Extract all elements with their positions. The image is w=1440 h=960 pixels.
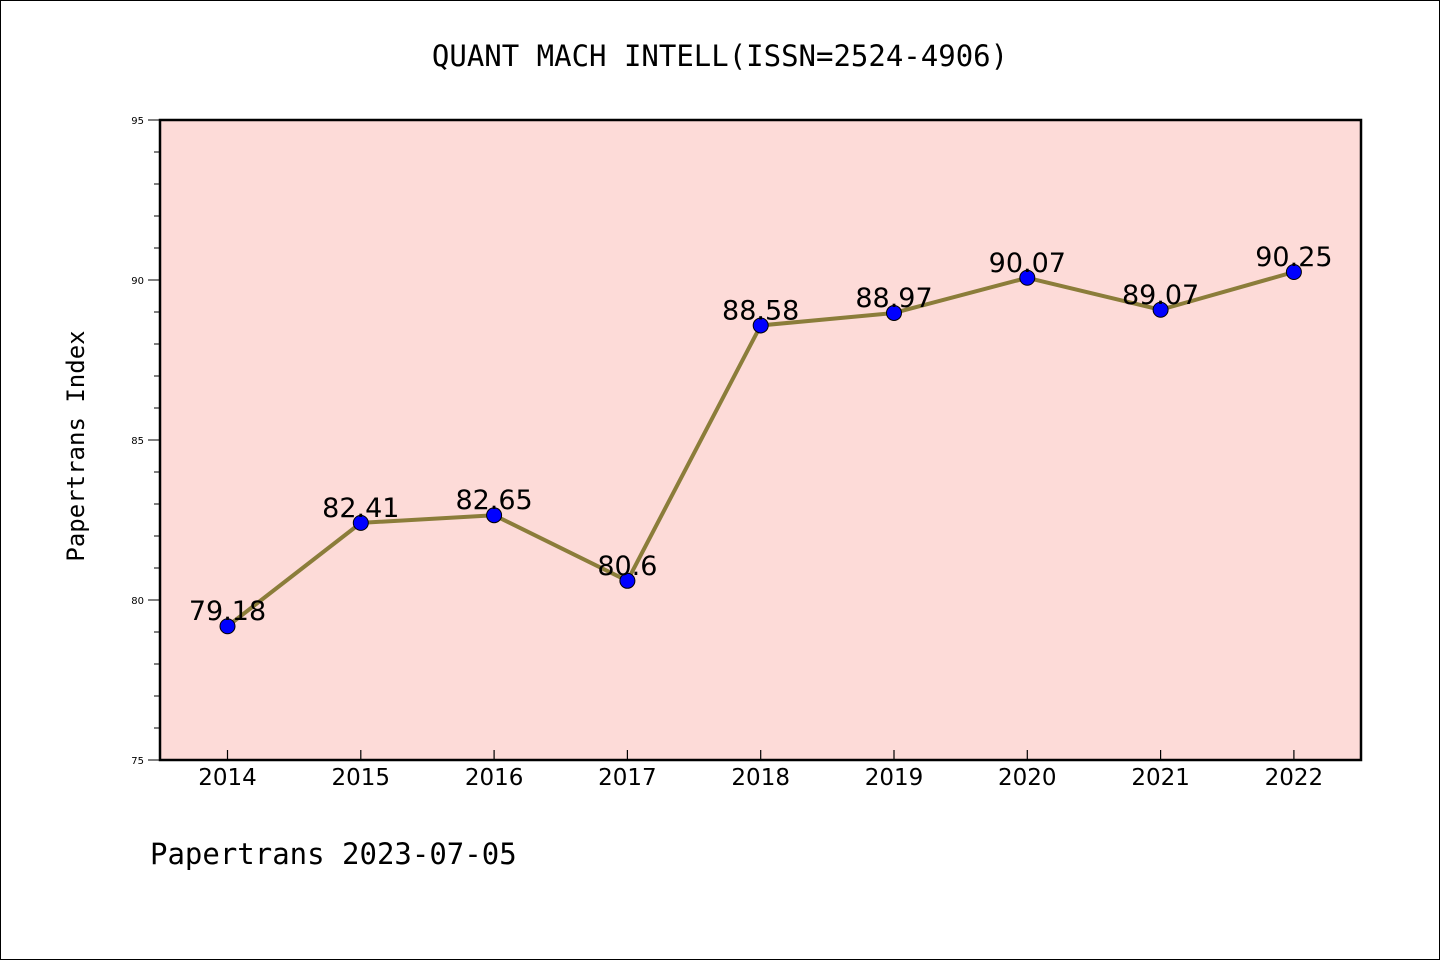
data-label: 89.07 [1122, 280, 1199, 311]
data-point [352, 514, 369, 531]
data-point [1152, 301, 1169, 318]
x-tick-label: 2022 [1265, 765, 1324, 791]
y-tick-label: 90 [131, 276, 144, 287]
data-label: 88.58 [722, 295, 799, 326]
data-point [1019, 269, 1036, 286]
data-point [619, 572, 636, 589]
plot-border [158, 118, 1363, 762]
x-tick-label: 2014 [198, 765, 257, 791]
y-tick-label: 75 [131, 756, 144, 767]
data-point [1285, 264, 1302, 280]
x-tick-label: 2018 [731, 765, 790, 791]
x-tick-label: 2016 [465, 765, 524, 791]
data-label: 80.6 [597, 551, 657, 582]
data-label: 82.65 [455, 485, 532, 516]
data-point [752, 317, 769, 334]
data-label: 79.18 [189, 596, 266, 627]
plot-area [160, 120, 1361, 760]
y-tick-label: 95 [131, 116, 144, 127]
data-label: 90.07 [989, 248, 1066, 279]
data-label: 90.25 [1255, 242, 1332, 273]
x-tick-label: 2020 [998, 765, 1057, 791]
chart-title: QUANT MACH INTELL(ISSN=2524-4906) [432, 39, 1008, 73]
data-label: 82.41 [322, 493, 399, 524]
data-point [486, 507, 503, 524]
y-axis-label: Papertrans Index [62, 330, 90, 561]
x-tick-label: 2015 [332, 765, 391, 791]
x-tick-label: 2019 [865, 765, 924, 791]
data-point [886, 304, 902, 321]
x-tick-label: 2017 [598, 765, 657, 791]
y-tick-label: 80 [131, 596, 144, 607]
footer-caption: Papertrans 2023-07-05 [150, 837, 517, 871]
x-tick-label: 2021 [1131, 765, 1190, 791]
y-tick-label: 85 [131, 436, 144, 447]
data-point [219, 618, 236, 635]
chart-marks: 75 80 85 90 95 2014 2015 2016 2017 2018 2019 2020 20… [131, 116, 1332, 791]
data-label: 88.97 [855, 283, 932, 314]
